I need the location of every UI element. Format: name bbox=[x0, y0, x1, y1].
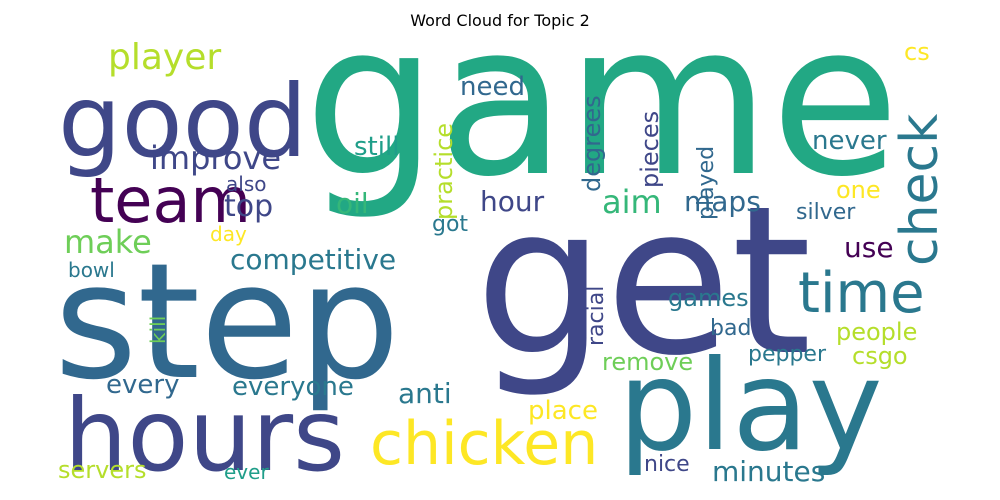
word-pieces: pieces bbox=[636, 110, 664, 188]
word-bad: bad bbox=[710, 316, 752, 341]
word-hours: hours bbox=[64, 377, 346, 488]
word-day: day bbox=[210, 222, 247, 246]
word-remove: remove bbox=[602, 348, 694, 376]
word-practice: practice bbox=[430, 122, 458, 220]
word-kill: kill bbox=[146, 315, 170, 344]
word-step: step bbox=[54, 228, 401, 415]
word-get: get bbox=[475, 163, 812, 401]
word-racial: racial bbox=[584, 285, 609, 346]
word-degrees: degrees bbox=[578, 95, 606, 192]
word-maps: maps bbox=[684, 185, 761, 218]
word-top: top bbox=[224, 189, 274, 224]
word-csgo: csgo bbox=[852, 342, 908, 370]
word-chicken: chicken bbox=[370, 409, 599, 479]
word-games: games bbox=[668, 284, 749, 312]
word-team: team bbox=[90, 164, 251, 237]
word-check: check bbox=[890, 113, 950, 266]
word-also: also bbox=[226, 172, 267, 196]
word-still: still bbox=[354, 132, 400, 162]
word-oil: oil bbox=[336, 187, 369, 220]
word-minutes: minutes bbox=[712, 455, 826, 488]
word-people: people bbox=[836, 318, 918, 346]
word-silver: silver bbox=[796, 200, 856, 225]
word-time: time bbox=[798, 261, 925, 326]
word-bowl: bowl bbox=[68, 258, 115, 282]
word-place: place bbox=[528, 396, 598, 426]
word-ever: ever bbox=[224, 460, 269, 484]
word-never: never bbox=[812, 126, 887, 156]
word-cloud: game get step play hours good chicken te… bbox=[48, 28, 952, 488]
chart-title: Word Cloud for Topic 2 bbox=[410, 11, 590, 30]
word-need: need bbox=[460, 72, 525, 102]
word-aim: aim bbox=[602, 183, 662, 221]
word-nice: nice bbox=[644, 452, 690, 477]
word-player: player bbox=[108, 37, 222, 78]
word-good: good bbox=[58, 63, 308, 180]
word-every: every bbox=[106, 370, 180, 400]
word-got: got bbox=[432, 212, 469, 237]
word-everyone: everyone bbox=[232, 372, 354, 402]
word-competitive: competitive bbox=[230, 243, 397, 276]
word-anti: anti bbox=[398, 377, 452, 410]
word-servers: servers bbox=[58, 456, 147, 484]
word-play: play bbox=[618, 334, 883, 479]
word-hour: hour bbox=[480, 185, 545, 218]
word-cs: cs bbox=[904, 38, 930, 66]
word-one: one bbox=[836, 176, 881, 204]
word-improve: improve bbox=[150, 139, 282, 177]
word-make: make bbox=[64, 223, 152, 261]
word-pepper: pepper bbox=[748, 342, 827, 367]
word-game: game bbox=[304, 28, 900, 223]
word-use: use bbox=[844, 231, 894, 264]
